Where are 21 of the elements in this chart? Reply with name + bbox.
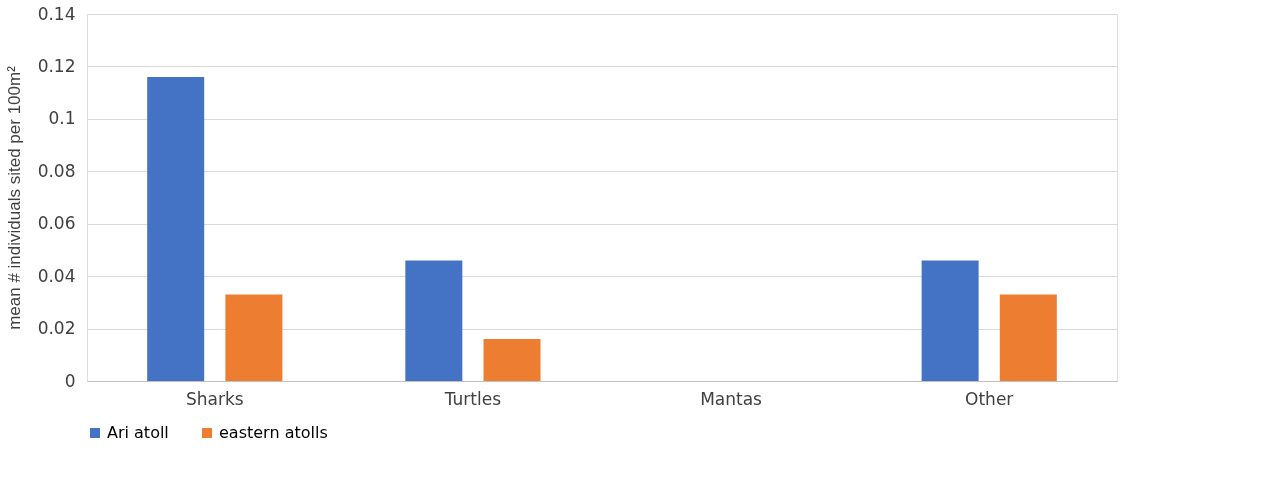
- y-tick-label: 0.08: [37, 160, 76, 181]
- bar: [483, 339, 541, 381]
- x-tick-label: Turtles: [443, 388, 502, 409]
- bar: [225, 294, 283, 381]
- y-tick-label: 0.04: [37, 265, 76, 286]
- y-tick-label: 0.1: [48, 108, 76, 129]
- x-tick-label: Mantas: [700, 388, 763, 409]
- bar: [147, 76, 205, 381]
- legend-label: Ari atoll: [107, 423, 169, 442]
- y-axis-title: mean # individuals sited per 100m²: [4, 65, 24, 330]
- x-tick-label: Sharks: [185, 388, 244, 409]
- y-tick-label: 0.12: [37, 55, 76, 76]
- y-tick-label: 0.06: [37, 213, 76, 234]
- bar: [921, 260, 979, 381]
- bar: [405, 260, 463, 381]
- y-tick-label: 0.02: [37, 318, 76, 339]
- y-tick-label: 0: [64, 370, 76, 391]
- legend-label: eastern atolls: [219, 423, 328, 442]
- x-tick-label: Other: [965, 388, 1014, 409]
- y-tick-label: 0.14: [37, 3, 76, 24]
- bar: [999, 294, 1057, 381]
